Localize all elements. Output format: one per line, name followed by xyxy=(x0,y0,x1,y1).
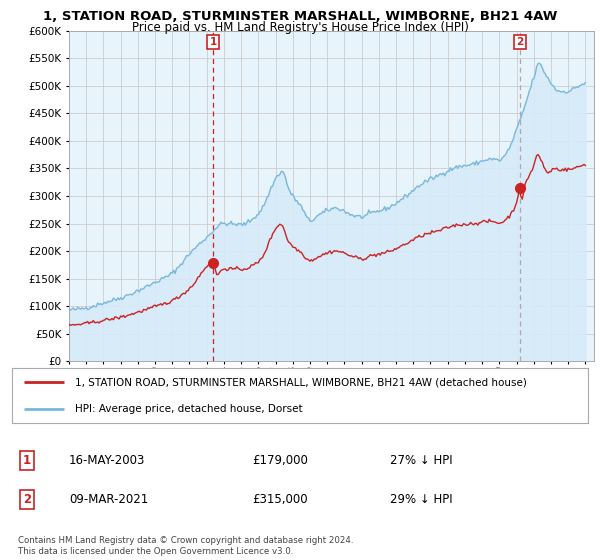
Text: £179,000: £179,000 xyxy=(252,454,308,467)
Text: HPI: Average price, detached house, Dorset: HPI: Average price, detached house, Dors… xyxy=(76,404,303,413)
Text: 27% ↓ HPI: 27% ↓ HPI xyxy=(390,454,452,467)
Text: £315,000: £315,000 xyxy=(252,493,308,506)
Text: 1: 1 xyxy=(209,38,217,48)
Text: Contains HM Land Registry data © Crown copyright and database right 2024.
This d: Contains HM Land Registry data © Crown c… xyxy=(18,536,353,556)
Text: 1, STATION ROAD, STURMINSTER MARSHALL, WIMBORNE, BH21 4AW: 1, STATION ROAD, STURMINSTER MARSHALL, W… xyxy=(43,10,557,23)
Text: Price paid vs. HM Land Registry's House Price Index (HPI): Price paid vs. HM Land Registry's House … xyxy=(131,21,469,34)
Text: 2: 2 xyxy=(23,493,31,506)
Text: 09-MAR-2021: 09-MAR-2021 xyxy=(69,493,148,506)
Text: 1: 1 xyxy=(23,454,31,467)
Text: 16-MAY-2003: 16-MAY-2003 xyxy=(69,454,145,467)
Text: 29% ↓ HPI: 29% ↓ HPI xyxy=(390,493,452,506)
Text: 2: 2 xyxy=(516,38,523,48)
Text: 1, STATION ROAD, STURMINSTER MARSHALL, WIMBORNE, BH21 4AW (detached house): 1, STATION ROAD, STURMINSTER MARSHALL, W… xyxy=(76,377,527,387)
